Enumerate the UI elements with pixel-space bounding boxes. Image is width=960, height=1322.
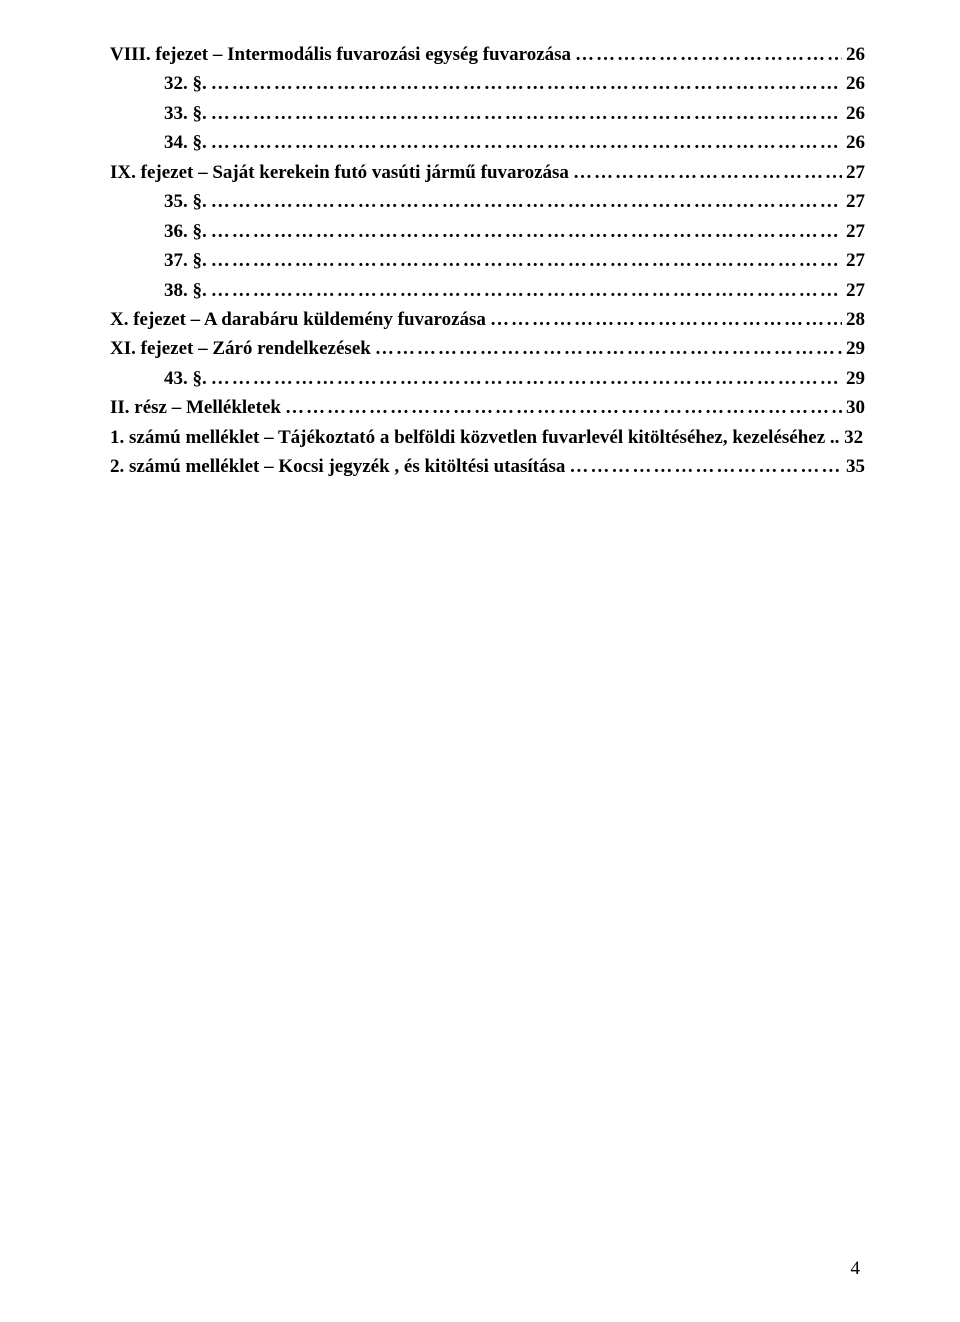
toc-label: VIII. fejezet – Intermodális fuvarozási …	[110, 40, 571, 69]
toc-page-number: 26	[846, 69, 865, 98]
toc-leader-dots	[211, 364, 842, 393]
toc-page-number: 35	[846, 452, 865, 481]
toc-leader-dots	[575, 40, 842, 69]
toc-leader-dots	[211, 276, 842, 305]
toc-page-number: 26	[846, 40, 865, 69]
toc-leader-dots	[211, 246, 842, 275]
toc-line: IX. fejezet – Saját kerekein futó vasúti…	[110, 158, 865, 187]
toc-label: IX. fejezet – Saját kerekein futó vasúti…	[110, 158, 569, 187]
toc-page-number: 29	[846, 334, 865, 363]
toc-line: 34. §. 26	[110, 128, 865, 157]
toc-leader-dots	[375, 334, 842, 363]
toc-label: 36. §.	[164, 217, 207, 246]
toc-label: XI. fejezet – Záró rendelkezések	[110, 334, 371, 363]
toc-label: 2. számú melléklet – Kocsi jegyzék , és …	[110, 452, 565, 481]
toc-page-number: 26	[846, 128, 865, 157]
toc-label: 1. számú melléklet – Tájékoztató a belfö…	[110, 423, 839, 452]
toc-leader-dots	[211, 99, 842, 128]
toc-page-number: 27	[846, 187, 865, 216]
table-of-contents: VIII. fejezet – Intermodális fuvarozási …	[110, 40, 865, 482]
toc-line: 35. §. 27	[110, 187, 865, 216]
toc-line: VIII. fejezet – Intermodális fuvarozási …	[110, 40, 865, 69]
toc-leader-dots	[211, 69, 842, 98]
toc-page-number: 29	[846, 364, 865, 393]
toc-line: 33. §. 26	[110, 99, 865, 128]
toc-line: 32. §. 26	[110, 69, 865, 98]
toc-label: II. rész – Mellékletek	[110, 393, 281, 422]
toc-label: X. fejezet – A darabáru küldemény fuvaro…	[110, 305, 486, 334]
toc-line: 37. §. 27	[110, 246, 865, 275]
toc-label: 37. §.	[164, 246, 207, 275]
toc-label: 43. §.	[164, 364, 207, 393]
toc-line: XI. fejezet – Záró rendelkezések 29	[110, 334, 865, 363]
toc-label: 32. §.	[164, 69, 207, 98]
page-number: 4	[851, 1258, 861, 1280]
toc-page-number: 27	[846, 276, 865, 305]
toc-leader-dots	[211, 128, 842, 157]
toc-leader-dots	[490, 305, 842, 334]
toc-leader-dots	[211, 187, 842, 216]
toc-leader-dots	[211, 217, 842, 246]
toc-line: II. rész – Mellékletek 30	[110, 393, 865, 422]
toc-page-number: 27	[846, 158, 865, 187]
toc-line: 36. §. 27	[110, 217, 865, 246]
toc-leader-dots	[573, 158, 842, 187]
toc-page-number: 26	[846, 99, 865, 128]
toc-line: 1. számú melléklet – Tájékoztató a belfö…	[110, 423, 865, 452]
toc-line: X. fejezet – A darabáru küldemény fuvaro…	[110, 305, 865, 334]
toc-line: 2. számú melléklet – Kocsi jegyzék , és …	[110, 452, 865, 481]
toc-leader-dots	[569, 452, 842, 481]
toc-label: 35. §.	[164, 187, 207, 216]
toc-page-number: 28	[846, 305, 865, 334]
toc-label: 33. §.	[164, 99, 207, 128]
toc-page-number: 27	[846, 246, 865, 275]
toc-page-number: 30	[846, 393, 865, 422]
toc-label: 38. §.	[164, 276, 207, 305]
page-content: VIII. fejezet – Intermodális fuvarozási …	[0, 0, 960, 482]
toc-page-number: 32	[844, 423, 863, 452]
toc-page-number: 27	[846, 217, 865, 246]
toc-label: 34. §.	[164, 128, 207, 157]
toc-line: 43. §. 29	[110, 364, 865, 393]
toc-leader-dots	[285, 393, 842, 422]
toc-line: 38. §. 27	[110, 276, 865, 305]
